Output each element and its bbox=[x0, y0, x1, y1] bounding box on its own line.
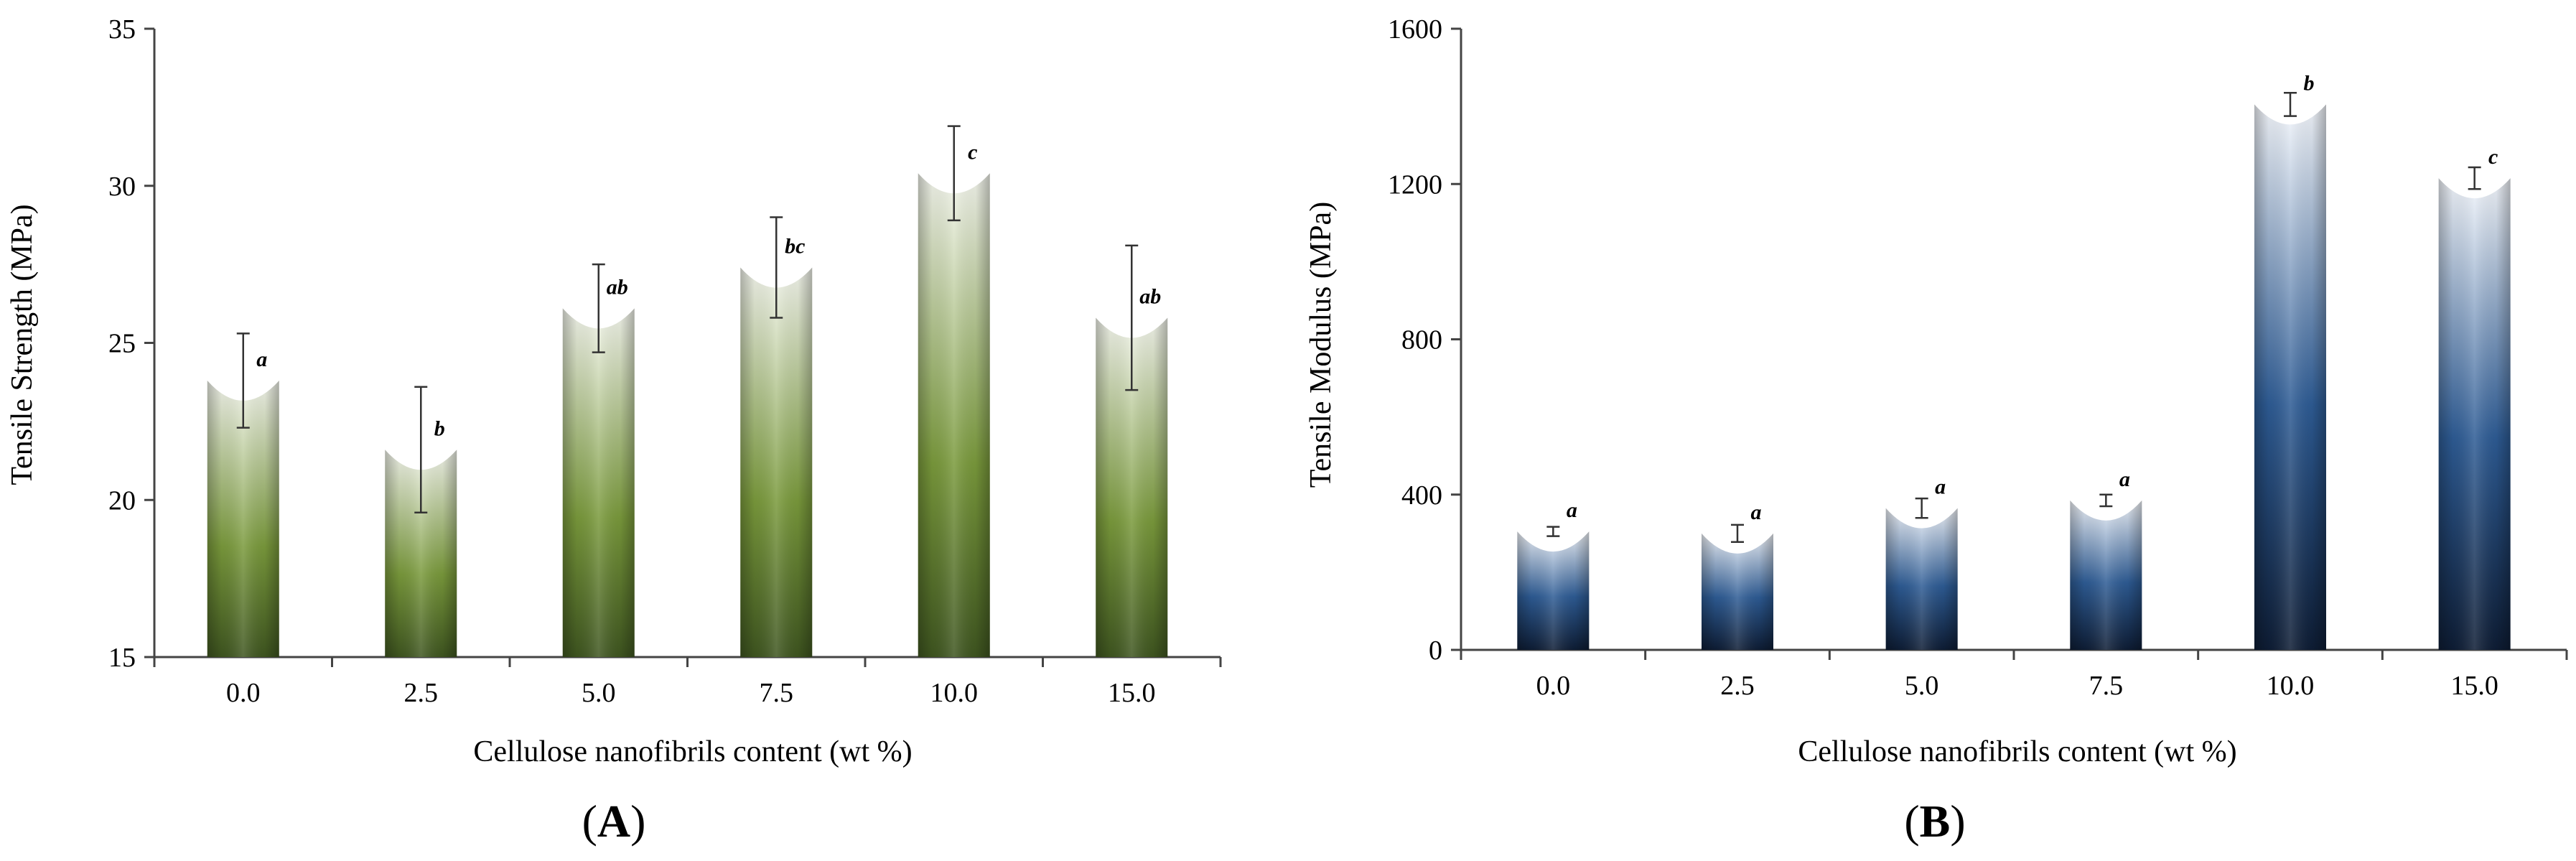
x-tick-label: 7.5 bbox=[760, 678, 794, 708]
bar-shading bbox=[2254, 104, 2326, 650]
panel-label-open: ( bbox=[1904, 796, 1919, 847]
panel-label-close: ) bbox=[630, 796, 645, 847]
x-tick-label: 2.5 bbox=[404, 678, 439, 708]
error-bar bbox=[1731, 523, 1744, 543]
error-bar bbox=[414, 386, 428, 513]
y-tick-label: 400 bbox=[1401, 480, 1442, 511]
error-bar bbox=[770, 216, 783, 319]
bar-shading bbox=[1096, 317, 1168, 657]
error-bar bbox=[2468, 166, 2481, 190]
significance-label: c bbox=[968, 140, 977, 164]
x-tick-label: 5.0 bbox=[1905, 671, 1939, 701]
bar-shading bbox=[740, 267, 813, 657]
y-tick-label: 1200 bbox=[1388, 169, 1442, 200]
significance-label: a bbox=[1751, 501, 1762, 524]
x-tick-label: 10.0 bbox=[930, 678, 979, 708]
panel-label-open: ( bbox=[582, 796, 597, 847]
y-tick-label: 15 bbox=[108, 643, 136, 673]
significance-label: a bbox=[1935, 475, 1946, 499]
significance-label: a bbox=[256, 348, 267, 371]
y-tick-label: 35 bbox=[108, 14, 136, 45]
error-bar bbox=[1125, 244, 1139, 391]
x-tick-label: 5.0 bbox=[582, 678, 616, 708]
significance-label: c bbox=[2488, 145, 2498, 169]
bar-shading bbox=[385, 450, 457, 657]
panel-label: (B) bbox=[1904, 796, 1965, 847]
y-tick-label: 0 bbox=[1429, 636, 1442, 666]
significance-label: a bbox=[1567, 498, 1577, 522]
bar-shading bbox=[207, 381, 279, 657]
panel-label: (A) bbox=[582, 796, 646, 847]
y-tick-label: 20 bbox=[108, 485, 136, 516]
x-tick-label: 0.0 bbox=[1536, 671, 1571, 701]
x-tick-label: 15.0 bbox=[2450, 671, 2498, 701]
significance-label: b bbox=[2304, 71, 2315, 95]
error-bar bbox=[1546, 526, 1560, 537]
error-bar bbox=[947, 125, 961, 222]
y-tick-label: 1600 bbox=[1388, 14, 1442, 45]
bar-shading bbox=[2070, 500, 2142, 650]
panel-label-letter: A bbox=[597, 796, 630, 847]
y-axis-title: Tensile Strength (MPa) bbox=[6, 204, 39, 485]
chart-tensile-strength: 1520253035a0.0b2.5ab5.0bc7.5c10.0ab15.0 … bbox=[6, 14, 1222, 847]
x-tick-label: 15.0 bbox=[1108, 678, 1156, 708]
x-tick-label: 2.5 bbox=[1720, 671, 1755, 701]
x-tick-label: 0.0 bbox=[226, 678, 261, 708]
significance-label: b bbox=[434, 416, 445, 440]
error-bar bbox=[1915, 497, 1928, 519]
y-tick-label: 800 bbox=[1401, 325, 1442, 355]
significance-label: a bbox=[2119, 467, 2130, 491]
bar-shading bbox=[1885, 508, 1958, 650]
x-tick-label: 10.0 bbox=[2267, 671, 2315, 701]
significance-label: bc bbox=[785, 235, 805, 259]
panel-label-close: ) bbox=[1950, 796, 1965, 847]
panel-label-letter: B bbox=[1920, 796, 1951, 847]
y-tick-label: 30 bbox=[108, 172, 136, 202]
y-tick-label: 25 bbox=[108, 329, 136, 359]
bar-shading bbox=[918, 173, 990, 657]
y-axis-title: Tensile Modulus (MPa) bbox=[1305, 202, 1338, 488]
significance-label: ab bbox=[607, 275, 628, 299]
bar-shading bbox=[562, 308, 635, 657]
error-bar bbox=[592, 263, 605, 353]
plot-area: 15 20 25 30 35 a 0.0 b 2.5 ab 5.0 bc 7.5 c 10.0 ab 15.0 bbox=[108, 14, 1222, 708]
bar-shading bbox=[1702, 533, 1773, 650]
x-tick-label: 7.5 bbox=[2089, 671, 2124, 701]
chart-tensile-modulus: 0 400 800 1200 1600 a 0.0 a 2.5 a 5.0 a 7.5 b 10.0 c 15.… bbox=[1305, 14, 2568, 847]
error-bar bbox=[2099, 493, 2113, 508]
bar-shading bbox=[2438, 178, 2511, 650]
x-axis-title: Cellulose nanofibrils content (wt %) bbox=[1798, 735, 2236, 768]
plot-area: 0 400 800 1200 1600 a 0.0 a 2.5 a 5.0 a 7.5 b 10.0 c 15.… bbox=[1388, 14, 2568, 701]
error-bar bbox=[2284, 91, 2297, 117]
error-bar bbox=[236, 332, 250, 429]
x-axis-title: Cellulose nanofibrils content (wt %) bbox=[473, 735, 912, 768]
significance-label: ab bbox=[1139, 285, 1161, 309]
bar-shading bbox=[1517, 531, 1590, 650]
